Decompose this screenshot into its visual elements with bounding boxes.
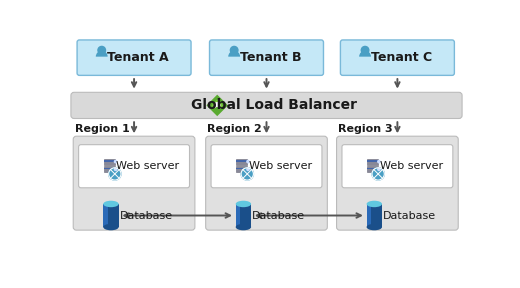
Text: Tenant B: Tenant B (240, 51, 301, 64)
Bar (103, 204, 119, 227)
Bar (104, 168, 115, 169)
Bar (367, 166, 378, 173)
Bar (237, 158, 247, 165)
Ellipse shape (103, 224, 119, 230)
Circle shape (114, 168, 116, 170)
Bar (367, 204, 371, 227)
Bar (367, 158, 378, 165)
Text: Region 2: Region 2 (207, 124, 262, 134)
FancyBboxPatch shape (206, 136, 327, 230)
Circle shape (378, 168, 380, 170)
Text: Web server: Web server (116, 161, 179, 171)
FancyBboxPatch shape (336, 136, 458, 230)
Ellipse shape (367, 201, 382, 207)
FancyBboxPatch shape (79, 145, 189, 188)
Wedge shape (359, 51, 371, 57)
Ellipse shape (236, 201, 251, 207)
Bar (237, 168, 247, 169)
Wedge shape (228, 51, 240, 57)
Circle shape (372, 168, 384, 180)
Bar (237, 166, 247, 173)
Text: Database: Database (252, 211, 305, 221)
Circle shape (98, 46, 106, 54)
FancyBboxPatch shape (77, 40, 191, 75)
Circle shape (114, 160, 116, 163)
Text: Web server: Web server (380, 161, 443, 171)
Bar (104, 158, 115, 165)
Text: Global Load Balancer: Global Load Balancer (191, 98, 357, 112)
Ellipse shape (103, 201, 119, 207)
Text: Region 1: Region 1 (75, 124, 129, 134)
Circle shape (215, 103, 220, 108)
Wedge shape (96, 51, 108, 57)
Bar (367, 160, 378, 162)
FancyBboxPatch shape (341, 40, 454, 75)
FancyBboxPatch shape (73, 136, 195, 230)
Circle shape (230, 46, 238, 54)
Text: Web server: Web server (249, 161, 312, 171)
Ellipse shape (367, 224, 382, 230)
Bar (367, 168, 378, 169)
Text: Database: Database (383, 211, 436, 221)
Circle shape (361, 46, 369, 54)
Polygon shape (211, 99, 223, 111)
Ellipse shape (236, 224, 251, 230)
Bar (237, 160, 247, 162)
Circle shape (216, 108, 219, 111)
Circle shape (247, 168, 249, 170)
Text: Tenant C: Tenant C (371, 51, 432, 64)
Circle shape (378, 160, 380, 163)
Text: Tenant A: Tenant A (107, 51, 168, 64)
Circle shape (247, 160, 249, 163)
FancyBboxPatch shape (71, 92, 462, 118)
Polygon shape (206, 95, 228, 116)
Bar (236, 204, 251, 227)
FancyBboxPatch shape (211, 145, 322, 188)
Circle shape (241, 168, 253, 180)
FancyBboxPatch shape (210, 40, 323, 75)
Bar (367, 204, 382, 227)
Bar (103, 204, 108, 227)
FancyBboxPatch shape (342, 145, 453, 188)
Bar (104, 160, 115, 162)
Text: Region 3: Region 3 (338, 124, 393, 134)
Text: Database: Database (120, 211, 173, 221)
Bar (104, 166, 115, 173)
Circle shape (109, 168, 121, 180)
Bar (236, 204, 240, 227)
